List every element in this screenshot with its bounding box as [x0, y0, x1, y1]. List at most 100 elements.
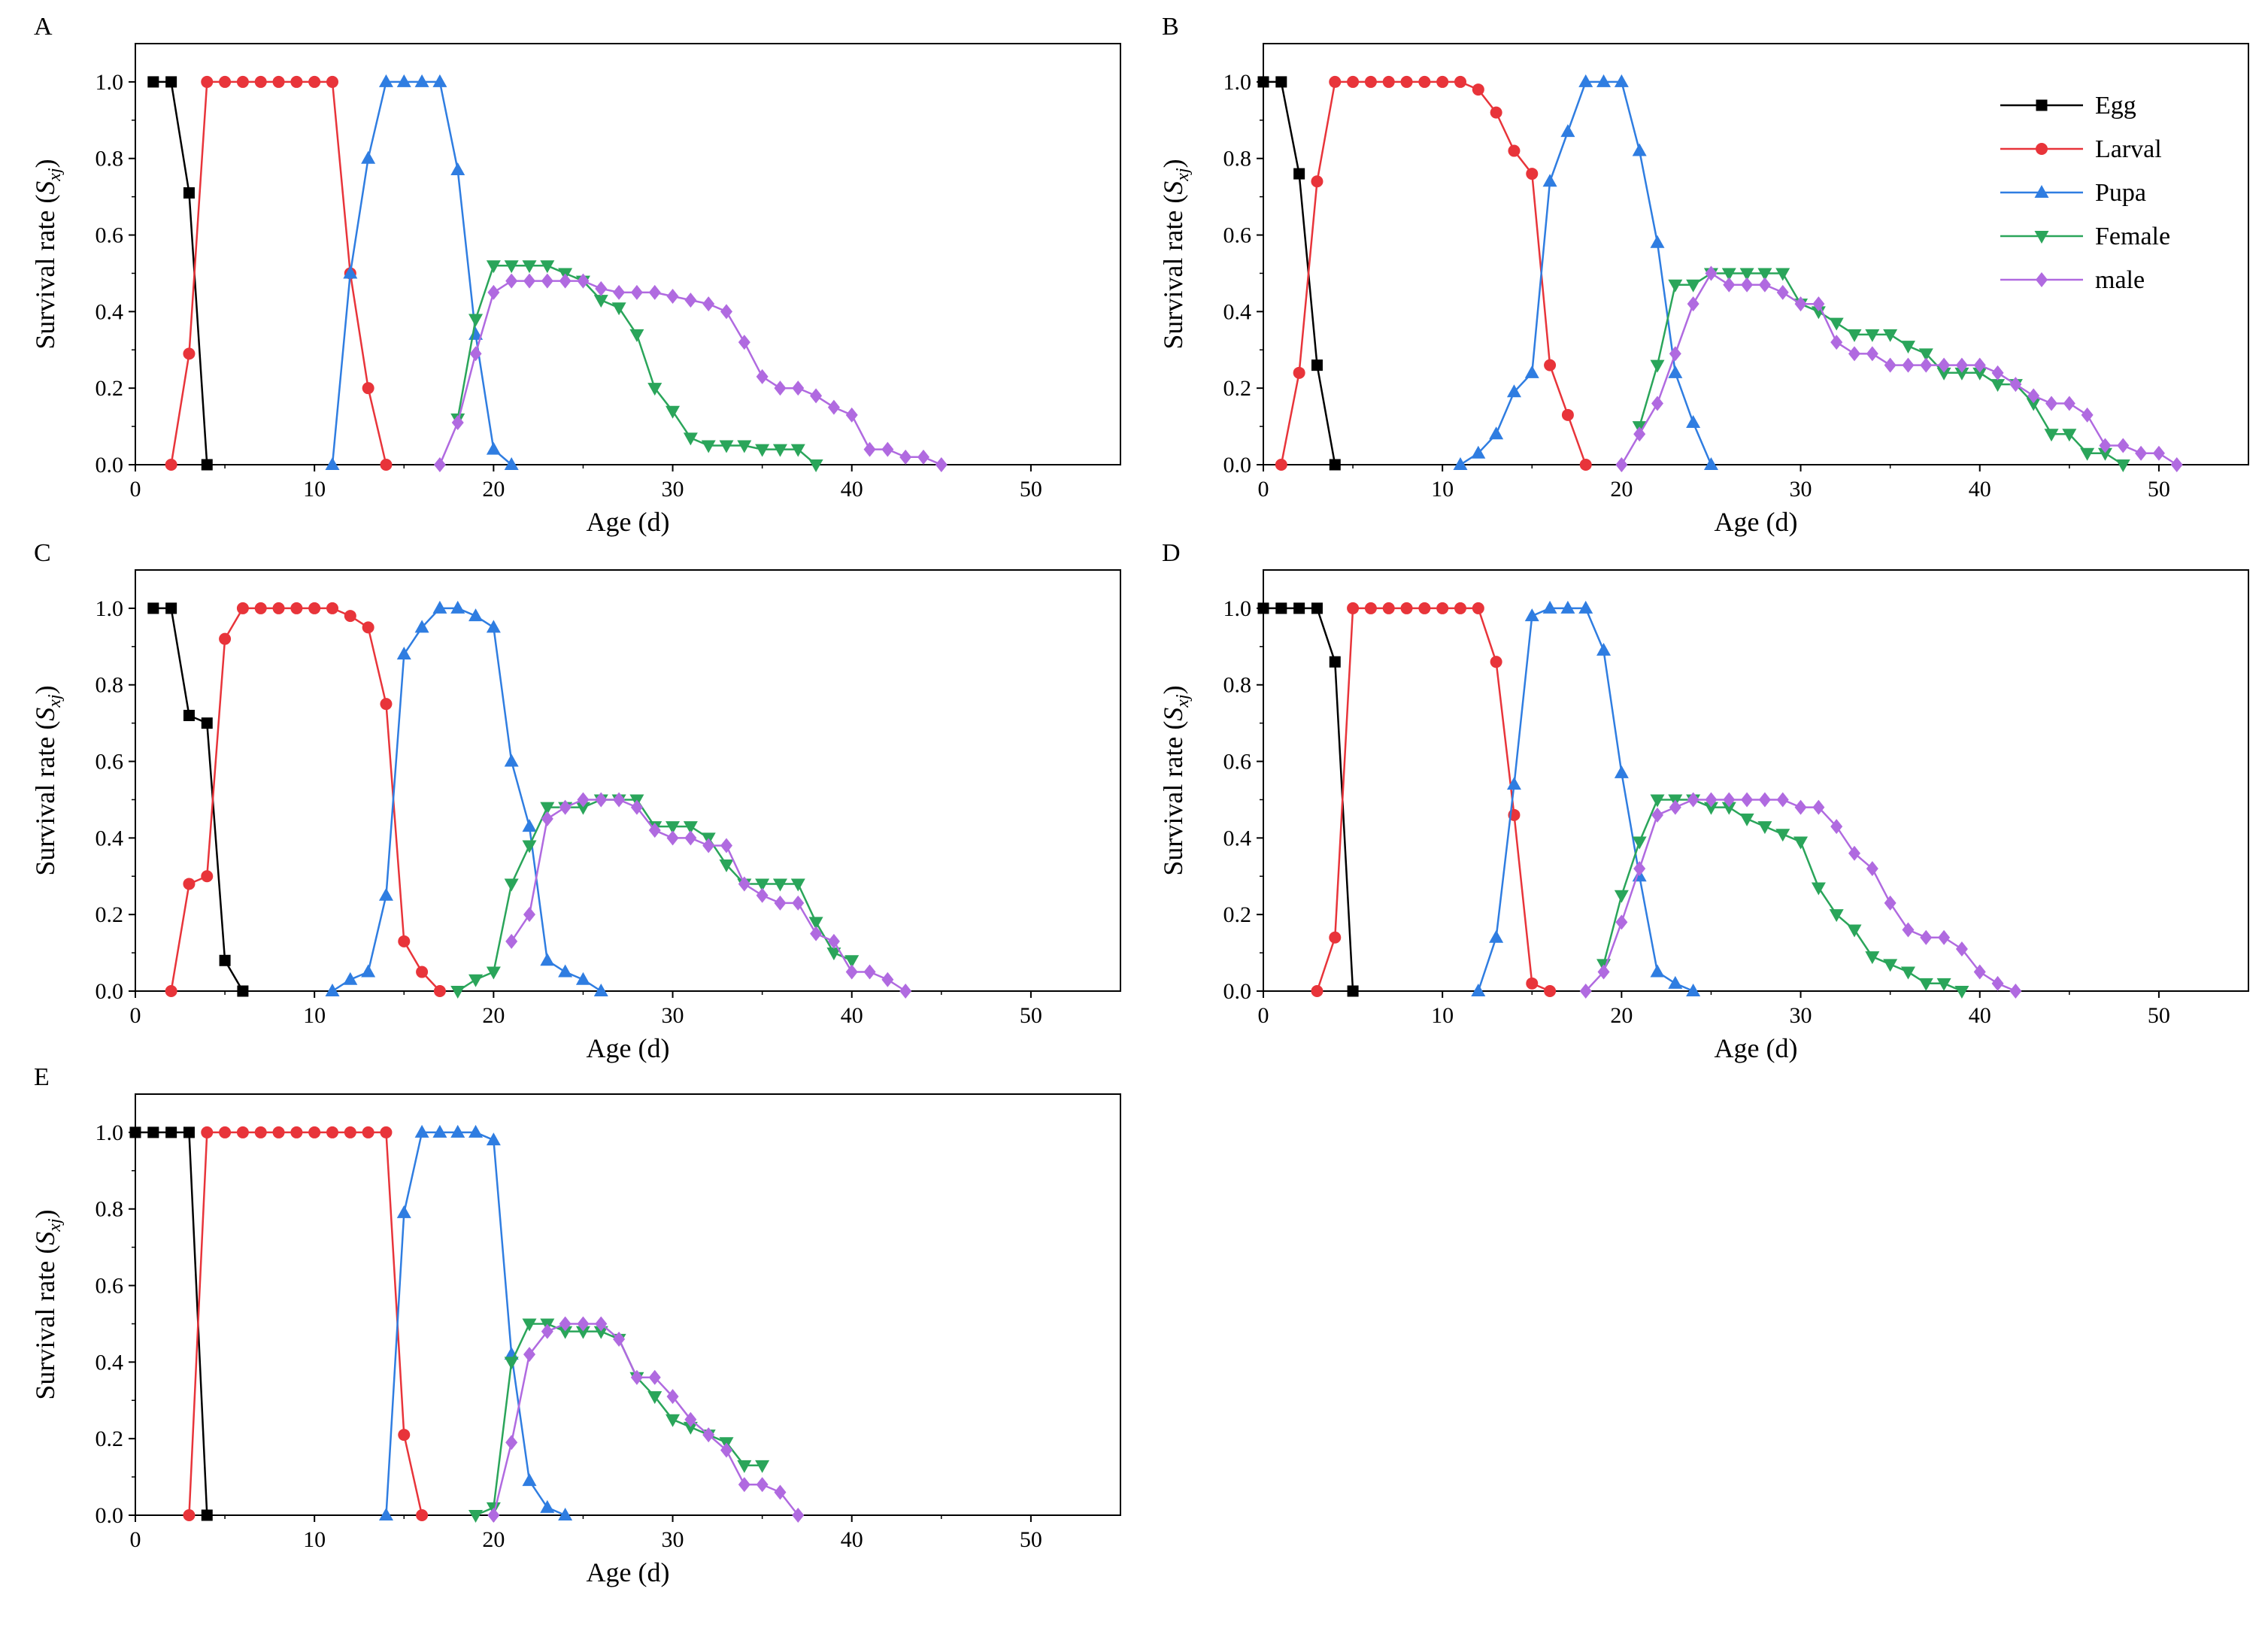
legend-entry-pupa: Pupa — [2000, 179, 2146, 207]
panel-a: A 0 10 20 30 40 50 0.0 0.2 0.4 0.6 0.8 1.0 Age (d) Sur… — [30, 13, 1121, 537]
panel-c-series-male-point — [630, 799, 643, 815]
panel-b-series-egg-point — [1257, 76, 1269, 88]
panel-c-series-female-point — [468, 974, 484, 987]
panel-a-y-tick-label: 0.8 — [96, 147, 124, 171]
panel-b-series-female-point — [2097, 447, 2112, 461]
panel-a-series-male-point — [863, 441, 876, 457]
panel-c-series-male-line — [511, 799, 906, 993]
panel-d-series-female-point — [1650, 794, 1665, 808]
panel-b-series-pupa-point — [1668, 365, 1683, 378]
panel-a-series-male-point — [577, 273, 590, 289]
panel-b-series-female-point — [1900, 341, 1915, 354]
panel-b-series-female-point — [1686, 279, 1701, 293]
panel-b-series-female-point — [2026, 398, 2041, 411]
panel-b-series-egg-point — [1293, 168, 1305, 180]
panel-b-series-larval-point — [1382, 75, 1395, 88]
panel-b-series-male-point — [1705, 265, 1718, 281]
panel-b-series-larval-point — [1293, 366, 1305, 379]
panel-c-series-pupa-point — [325, 984, 340, 996]
panel-d-series-female-point — [1703, 802, 1718, 815]
panel-c-series-larval-point — [308, 602, 321, 614]
panel-a-series-pupa-point — [396, 74, 411, 87]
panel-a-series-pupa-point — [414, 74, 429, 87]
panel-a-series-female-point — [540, 260, 555, 274]
panel-c-series-larval — [165, 602, 446, 997]
panel-a-series-female-point — [737, 440, 752, 453]
panel-a-series-male-point — [792, 380, 805, 396]
panel-b-x-tick-label: 40 — [1969, 477, 1991, 502]
panel-c-series-egg-point — [237, 985, 249, 997]
panel-d-series-pupa-point — [1560, 600, 1575, 614]
panel-e-series-male-point — [559, 1316, 572, 1332]
panel-a-series-female-point — [790, 444, 805, 457]
panel-c-series-male-point — [505, 933, 518, 949]
panel-d-series-pupa-point — [1471, 984, 1486, 996]
panel-c-series-female-point — [790, 878, 805, 892]
panel-c-series-pupa-point — [575, 972, 590, 985]
panel-e: E 0 10 20 30 40 50 0.0 0.2 0.4 0.6 0.8 1.0 Age (d) Sur… — [30, 1063, 1121, 1587]
panel-b-series-larval-point — [1329, 75, 1342, 88]
panel-d: D 0 10 20 30 40 50 0.0 0.2 0.4 0.6 0.8 1.0 Age (d) Sur… — [1158, 539, 2249, 1063]
panel-a-series-male-point — [684, 293, 697, 308]
panel-b-x-axis-label: Age (d) — [1715, 507, 1798, 537]
panel-d-series-male-point — [2009, 984, 2022, 999]
panel-b-series-female — [1632, 268, 2130, 472]
panel-a-series-male-point — [433, 457, 446, 472]
panel-e-x-tick-label: 50 — [1020, 1527, 1042, 1552]
panel-e-series-pupa-point — [378, 1508, 393, 1520]
panel-e-series-egg — [129, 1126, 213, 1521]
panel-a-series-female-point — [666, 405, 681, 419]
panel-c-series-pupa-point — [540, 953, 555, 966]
panel-b-series-female-line — [1639, 272, 2124, 466]
panel-c-series-male-point — [738, 876, 750, 892]
panel-b-y-tick-label: 0.6 — [1223, 223, 1252, 248]
panel-d-series-pupa-point — [1596, 642, 1612, 656]
panel-c-series-pupa-point — [432, 600, 447, 614]
panel-e-series-egg-point — [165, 1126, 177, 1138]
panel-e-series-male-point — [666, 1389, 679, 1405]
panel-e-series-female-point — [522, 1318, 537, 1332]
panel-a-label: A — [34, 13, 53, 41]
panel-a-y-axis-label: Survival rate (Sxj) — [30, 159, 65, 349]
panel-d-series-female-point — [1632, 836, 1647, 850]
panel-b-series-pupa-point — [1632, 143, 1647, 156]
panel-b-series-female-point — [1865, 329, 1880, 342]
panel-c-series-female-point — [844, 955, 860, 969]
panel-a-series-male-point — [845, 407, 858, 423]
panel-a-series-female-point — [683, 432, 698, 446]
panel-d-series-male-point — [1723, 792, 1736, 808]
panel-b-series-male-point — [1938, 357, 1951, 373]
panel-d-y-tick-label: 0.2 — [1223, 902, 1252, 927]
panel-b-series-female-point — [1883, 329, 1898, 342]
panel-e-series-larval-point — [272, 1126, 285, 1138]
panel-d-series-female-line — [1602, 799, 1963, 993]
panel-d-series-egg-point — [1275, 602, 1287, 614]
panel-b-y-tick-label: 1.0 — [1223, 70, 1252, 95]
panel-e-y-tick-label: 0.8 — [96, 1197, 124, 1222]
panel-b-series-female-point — [1847, 329, 1862, 342]
panel-e-series-pupa-point — [522, 1473, 537, 1487]
panel-a-series-female-point — [772, 444, 787, 457]
panel-b-series-male-point — [1741, 277, 1754, 293]
panel-a-series-male-point — [881, 441, 894, 457]
panel-b-series-female-point — [1650, 359, 1665, 373]
panel-e-series-larval-point — [254, 1126, 267, 1138]
panel-b-series-female-point — [2080, 447, 2095, 461]
panel-a-series-female-point — [647, 383, 663, 396]
panel-d-x-tick-label: 0 — [1258, 1003, 1269, 1028]
panel-a-series-larval-point — [308, 75, 321, 88]
panel-a-x-tick-label: 10 — [303, 477, 326, 502]
panel-e-series-male-point — [505, 1435, 518, 1451]
legend-swatch-marker — [2036, 143, 2048, 155]
panel-e-series-male-point — [738, 1477, 750, 1493]
panel-a-series-male-point — [523, 273, 535, 289]
panel-e-x-tick-label: 40 — [841, 1527, 863, 1552]
panel-e-series-female-point — [647, 1391, 663, 1405]
panel-b-y-tick-label: 0.0 — [1223, 453, 1252, 477]
panel-b-series-male-point — [1633, 426, 1646, 442]
panel-a-series-male-point — [899, 449, 912, 465]
panel-c-series-male-point — [684, 830, 697, 846]
panel-b-series-pupa-point — [1560, 124, 1575, 138]
panel-a-series-egg-point — [165, 76, 177, 88]
panel-d-series-male-point — [1579, 984, 1592, 999]
